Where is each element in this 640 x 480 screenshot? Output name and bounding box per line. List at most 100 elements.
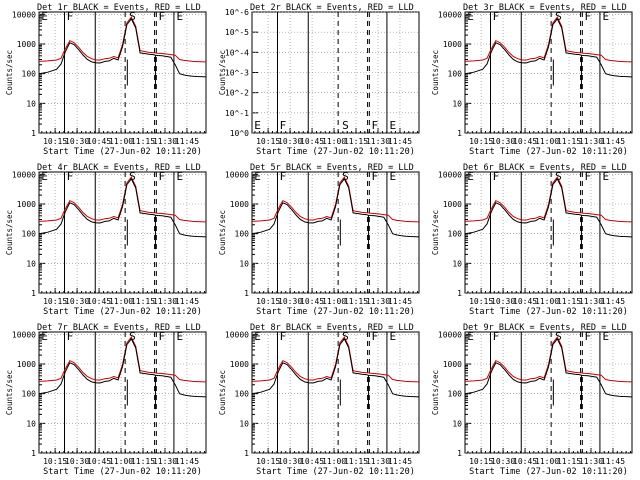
y-tick-label: 10^-1 [225,109,249,118]
x-tick-label: 10:30 [65,457,89,466]
x-tick-label: 11:30 [579,297,603,306]
x-tick-label: 10:45 [513,137,537,146]
y-axis-label: Counts/sec [218,50,227,95]
panel-det-5r: 1 10 100 1000 10000 10:1510:3010:4511:0011:15… [218,163,420,317]
interval-marker: F [493,170,500,183]
y-tick-label: 10000 [438,170,462,179]
x-tick-label: 10:30 [65,297,89,306]
panel-det-2r: 10^010^-110^-210^-310^-410^-510^-610:151… [218,3,420,157]
x-tick-label: 10:45 [87,457,111,466]
x-axis-label: Start Time (27-Jun-02 10:11:20) [469,467,628,477]
interval-marker: F [280,170,287,183]
x-tick-label: 11:30 [366,137,390,146]
panel-title: Det 2r BLACK = Events, RED = LLD [250,3,414,13]
interval-marker: F [280,330,287,343]
x-tick-label: 11:30 [579,137,603,146]
y-tick-label: 10^-6 [225,8,249,17]
interval-marker: F [159,10,166,23]
x-axis-label: Start Time (27-Jun-02 10:11:20) [256,467,415,477]
y-tick-label: 10 [452,99,462,108]
panel-title: Det 3r BLACK = Events, RED = LLD [463,3,627,13]
x-tick-label: 10:15 [469,457,493,466]
x-axis-label: Start Time (27-Jun-02 10:11:20) [256,307,415,317]
y-tick-label: 100 [22,70,37,79]
x-tick-label: 11:15 [557,297,581,306]
interval-marker: S [555,10,562,23]
y-axis-label: Counts/sec [5,50,14,95]
x-tick-label: 11:30 [579,457,603,466]
x-tick-label: 11:45 [601,457,625,466]
x-tick-label: 11:00 [109,297,133,306]
y-tick-label: 10^0 [230,129,249,138]
x-tick-label: 10:45 [300,457,324,466]
interval-marker: E [254,170,261,183]
y-tick-label: 1000 [17,40,36,49]
interval-marker: E [41,10,48,23]
panel-title: Det 5r BLACK = Events, RED = LLD [250,163,414,173]
x-tick-label: 11:30 [366,457,390,466]
interval-marker: F [372,119,379,132]
plot-frame [38,11,207,134]
interval-marker: F [372,330,379,343]
interval-marker: E [254,330,261,343]
y-tick-label: 1000 [443,200,462,209]
x-axis-label: Start Time (27-Jun-02 10:11:20) [43,307,202,317]
x-tick-label: 11:00 [109,457,133,466]
y-tick-label: 1 [457,289,462,298]
x-tick-label: 10:30 [278,297,302,306]
y-tick-label: 1000 [230,360,249,369]
plot-frame [464,171,633,294]
interval-marker: S [129,170,136,183]
interval-marker: E [603,10,610,23]
panel-title: Det 7r BLACK = Events, RED = LLD [37,323,201,333]
panel-title: Det 1r BLACK = Events, RED = LLD [37,3,201,13]
x-tick-label: 10:15 [469,297,493,306]
x-tick-label: 10:15 [256,137,280,146]
y-tick-label: 1 [244,289,249,298]
interval-marker: F [159,330,166,343]
interval-marker: S [129,10,136,23]
y-tick-label: 10000 [12,330,36,339]
panel-det-1r: 1 10 100 1000 10000 10:1510:3010:4511:0011:15… [5,3,207,157]
x-tick-label: 11:30 [153,137,177,146]
x-tick-label: 11:15 [344,297,368,306]
y-axis-label: Counts/sec [5,210,14,255]
y-axis-label: Counts/sec [431,370,440,415]
y-tick-label: 10000 [225,330,249,339]
panel-title: Det 8r BLACK = Events, RED = LLD [250,323,414,333]
x-tick-label: 11:15 [131,457,155,466]
interval-marker: E [467,330,474,343]
x-tick-label: 10:30 [65,137,89,146]
panel-title: Det 4r BLACK = Events, RED = LLD [37,163,201,173]
y-tick-label: 1000 [17,200,36,209]
y-tick-label: 1 [244,449,249,458]
x-tick-label: 10:15 [469,137,493,146]
x-tick-label: 10:30 [491,457,515,466]
panel-det-7r: 1 10 100 1000 10000 10:1510:3010:4511:0011:15… [5,323,207,477]
x-tick-label: 11:00 [535,457,559,466]
y-tick-label: 1 [31,289,36,298]
panel-det-4r: 1 10 100 1000 10000 10:1510:3010:4511:0011:15… [5,163,207,317]
interval-marker: E [254,119,261,132]
plot-frame [38,331,207,454]
x-tick-label: 11:45 [175,297,199,306]
series-events [464,17,633,78]
panel-title: Det 9r BLACK = Events, RED = LLD [463,323,627,333]
x-tick-label: 11:45 [388,457,412,466]
y-tick-label: 10 [26,419,36,428]
x-tick-label: 11:00 [322,297,346,306]
y-tick-label: 100 [235,230,250,239]
y-tick-label: 10000 [225,170,249,179]
interval-marker: E [390,170,397,183]
y-axis-label: Counts/sec [431,50,440,95]
y-tick-label: 10 [452,419,462,428]
interval-marker: F [372,170,379,183]
y-tick-label: 10^-4 [225,48,249,57]
interval-marker: E [41,330,48,343]
interval-marker: F [67,330,74,343]
panel-det-6r: 1 10 100 1000 10000 10:1510:3010:4511:0011:15… [431,163,633,317]
series-lld [38,176,207,223]
panel-det-9r: 1 10 100 1000 10000 10:1510:3010:4511:0011:15… [431,323,633,477]
x-axis-label: Start Time (27-Jun-02 10:11:20) [43,147,202,157]
y-tick-label: 10 [239,259,249,268]
